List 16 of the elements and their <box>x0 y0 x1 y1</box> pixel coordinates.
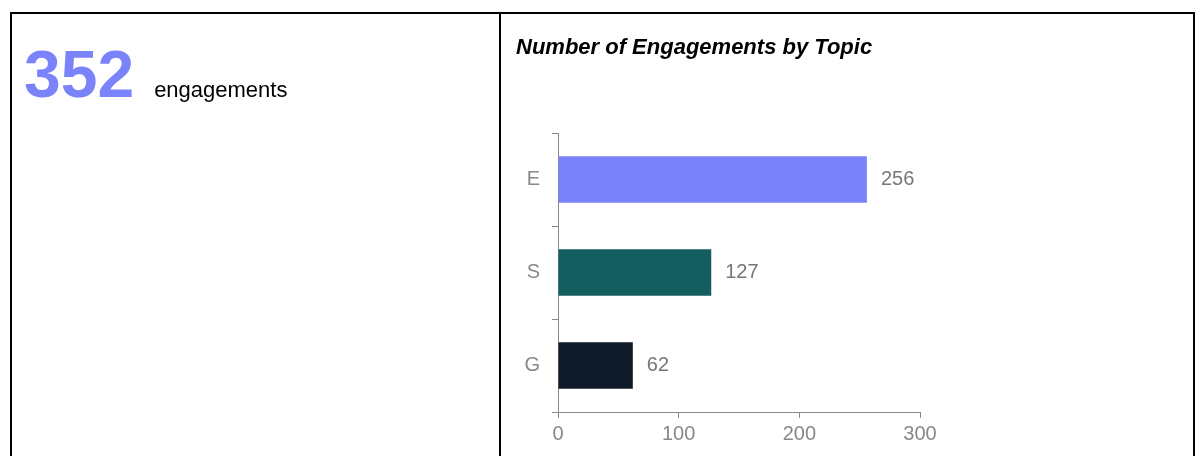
data-label: 62 <box>646 353 670 376</box>
data-label: 256 <box>880 167 915 190</box>
x-tick-label: 0 <box>552 421 564 444</box>
data-label: 127 <box>725 260 759 283</box>
text: engagements <box>154 77 288 102</box>
bar <box>558 156 867 203</box>
x-tick-label: 100 <box>661 421 696 444</box>
y-tick-label: E <box>526 167 540 190</box>
bar <box>558 342 633 389</box>
x-tick-label: 200 <box>782 421 817 444</box>
x-tick-label: 300 <box>903 421 937 444</box>
chart-title: Number of Engagements by Topic <box>516 34 873 60</box>
text: 352 <box>24 37 135 111</box>
y-tick-label: S <box>526 260 540 283</box>
y-tick-label: G <box>524 353 540 376</box>
bar <box>558 249 712 296</box>
